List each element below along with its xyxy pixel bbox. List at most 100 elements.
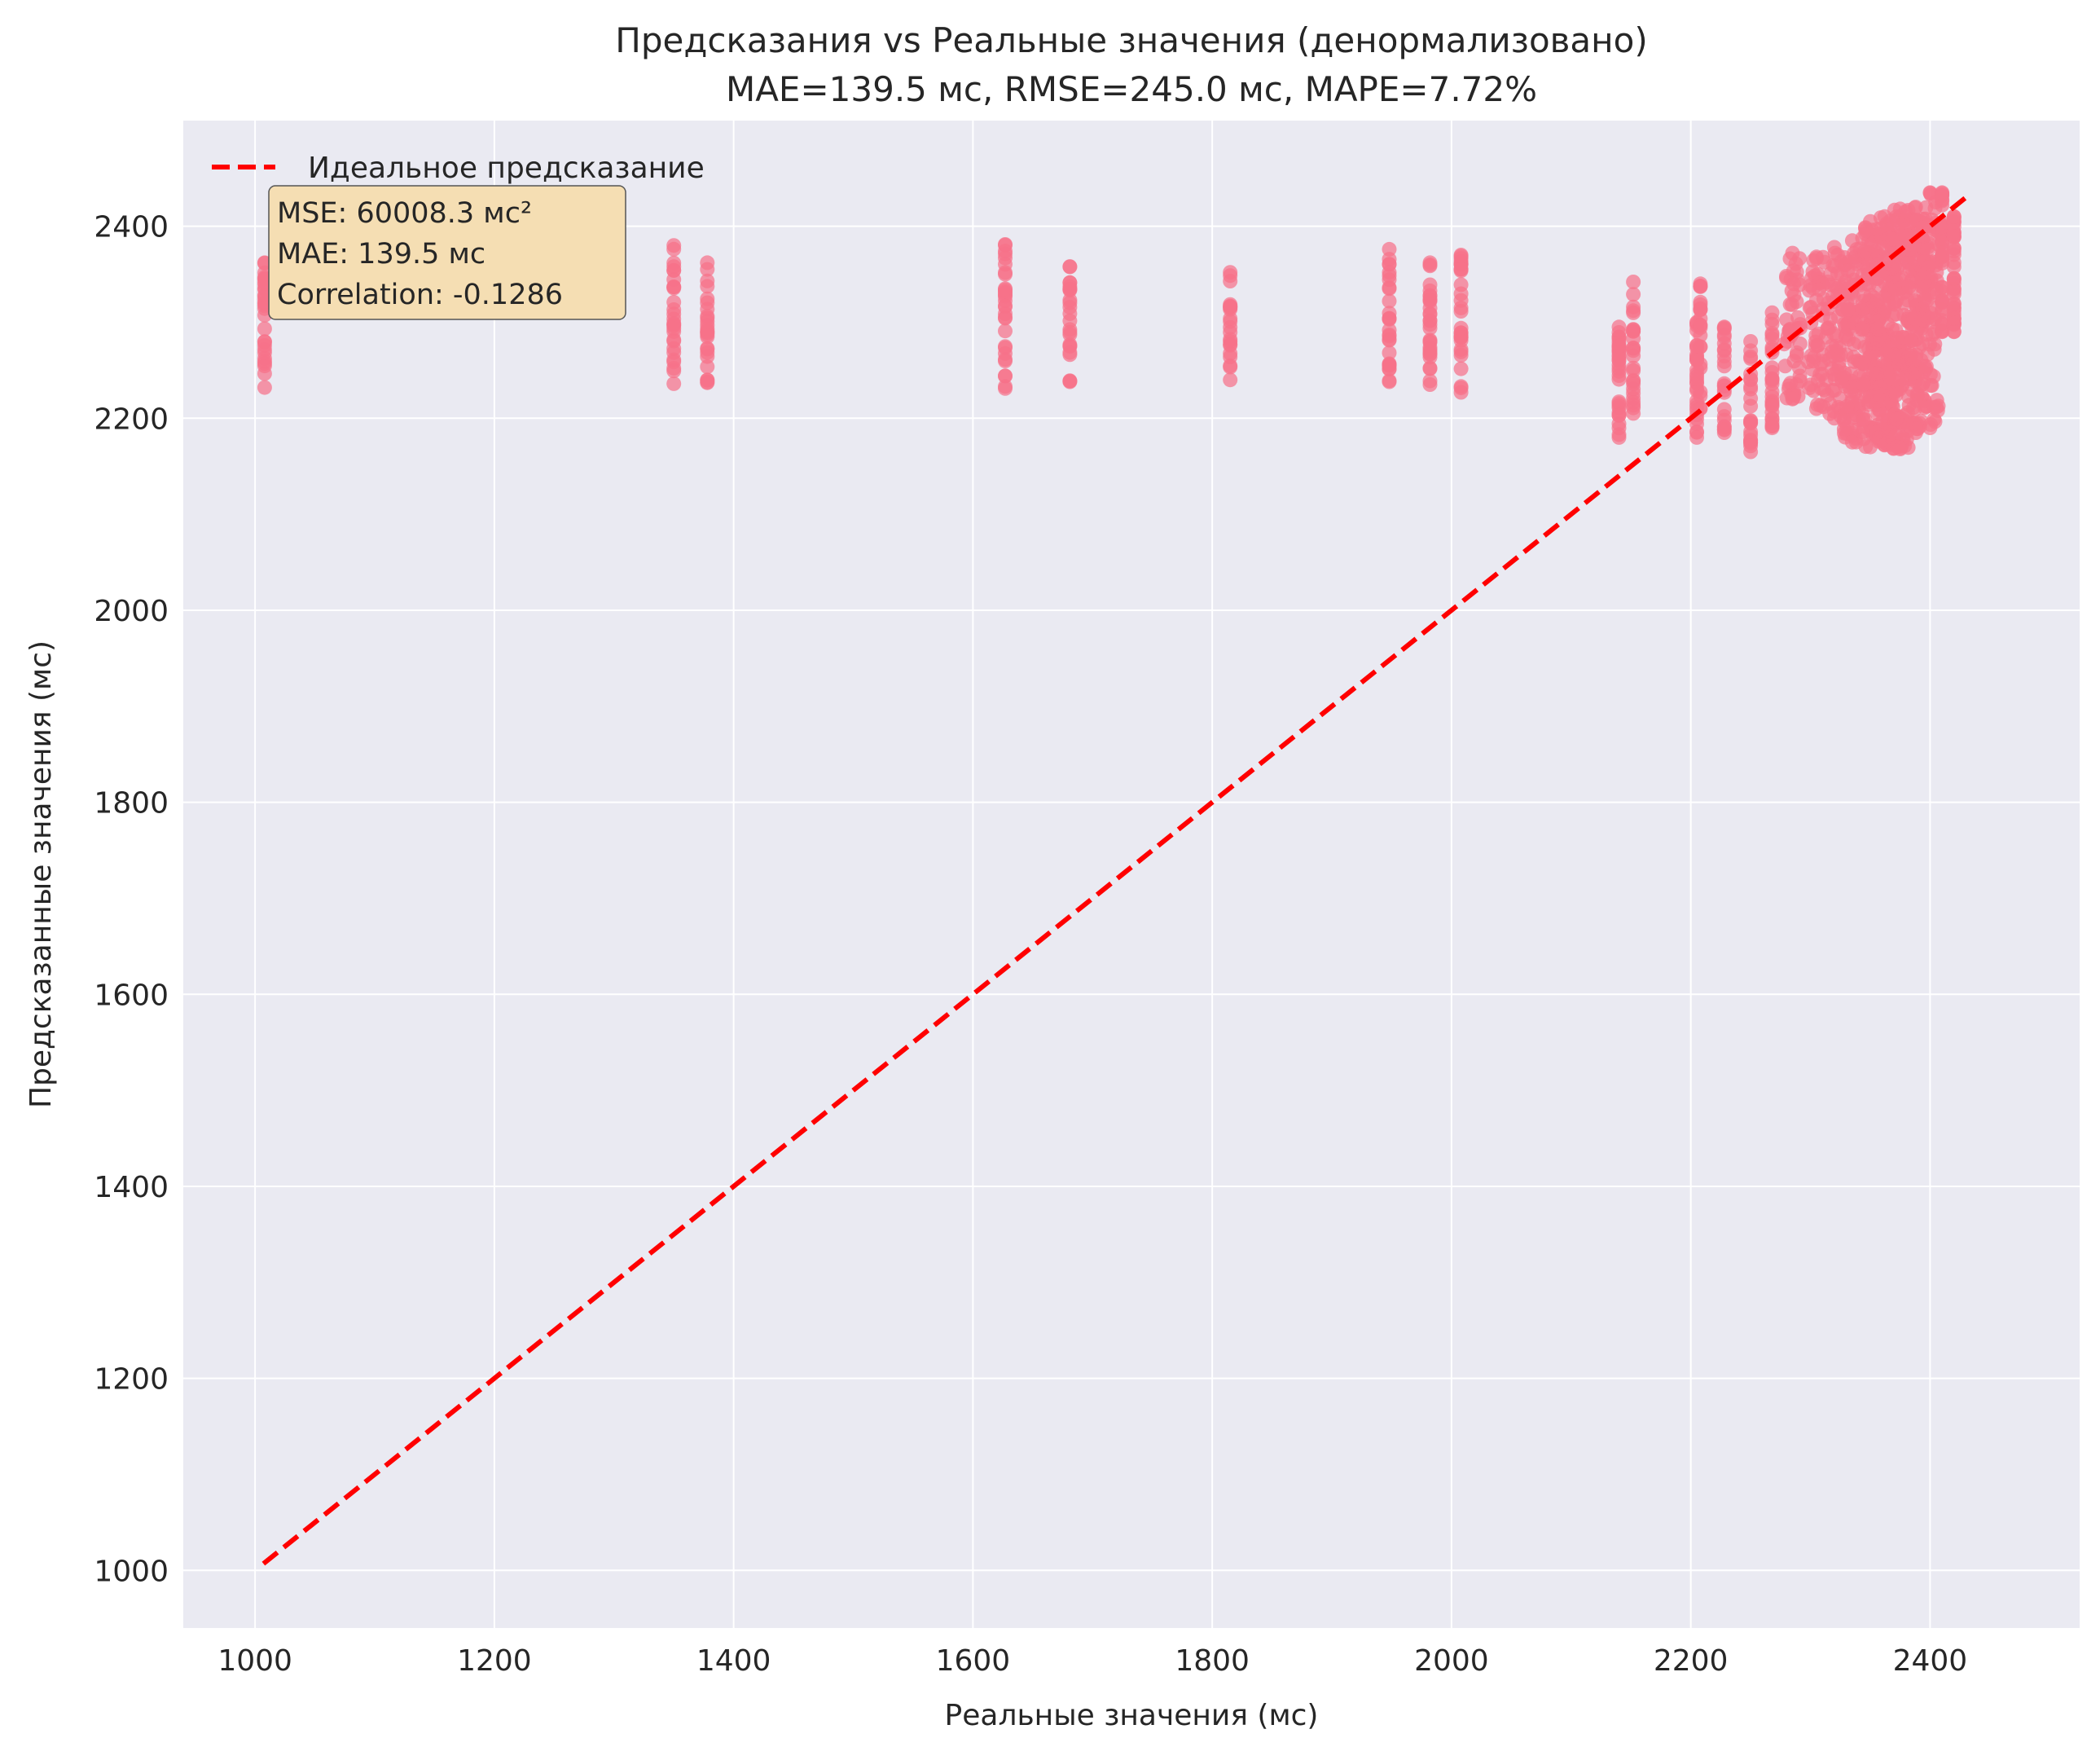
- scatter-point: [1223, 265, 1238, 280]
- scatter-point: [1843, 384, 1859, 399]
- scatter-point: [1716, 402, 1732, 417]
- scatter-point: [1823, 266, 1839, 281]
- scatter-point: [1885, 231, 1900, 247]
- scatter-point: [1611, 352, 1627, 367]
- scatter-point: [1693, 339, 1708, 354]
- scatter-point: [1626, 390, 1641, 406]
- scatter-point: [1916, 270, 1931, 284]
- scatter-point: [1903, 332, 1918, 348]
- scatter-point: [1901, 279, 1917, 295]
- x-tick-label: 1400: [696, 1644, 771, 1678]
- x-tick-labels: 1000 1200 1400 1600 1800 2000 2200 2400: [217, 1644, 1967, 1678]
- scatter-point: [1808, 338, 1823, 354]
- scatter-point: [666, 294, 682, 310]
- scatter-point: [700, 273, 715, 288]
- scatter-point: [998, 310, 1013, 325]
- scatter-point: [1946, 324, 1962, 340]
- scatter-point: [1839, 398, 1855, 414]
- scatter-point: [1908, 425, 1923, 440]
- scatter-point: [1716, 425, 1732, 440]
- scatter-point: [1689, 372, 1704, 387]
- chart-subtitle: MAE=139.5 мс, RMSE=245.0 мс, MAPE=7.72%: [726, 69, 1537, 109]
- scatter-point: [700, 359, 715, 375]
- scatter-point: [1783, 376, 1799, 391]
- scatter-point: [1626, 287, 1641, 302]
- scatter-point: [1062, 295, 1078, 310]
- scatter-point: [1453, 344, 1469, 359]
- scatter-point: [1422, 377, 1438, 392]
- scatter-point: [1693, 301, 1708, 317]
- scatter-point: [1422, 361, 1438, 376]
- scatter-point: [998, 345, 1013, 361]
- scatter-point: [1382, 293, 1397, 309]
- scatter-point: [1901, 398, 1917, 413]
- scatter-point: [1626, 406, 1641, 421]
- scatter-point: [1922, 420, 1938, 436]
- scatter-point: [1626, 299, 1641, 315]
- scatter-point: [1611, 372, 1627, 387]
- scatter-point: [1716, 319, 1732, 335]
- scatter-point: [666, 321, 682, 337]
- scatter-point: [700, 375, 715, 390]
- scatter-point: [1743, 444, 1759, 460]
- scatter-point: [1223, 314, 1238, 329]
- scatter-point: [1902, 242, 1918, 257]
- scatter-point: [1764, 398, 1780, 414]
- y-tick-label: 1200: [94, 1363, 169, 1397]
- scatter-point: [1382, 257, 1397, 272]
- scatter-point: [1382, 281, 1397, 297]
- scatter-point: [1922, 287, 1937, 302]
- scatter-point: [1626, 323, 1641, 339]
- scatter-point: [257, 321, 272, 337]
- x-tick-label: 2200: [1654, 1644, 1729, 1678]
- scatter-point: [1422, 306, 1438, 322]
- scatter-point: [1422, 320, 1438, 336]
- stats-line-mae: MAE: 139.5 мс: [277, 238, 485, 271]
- scatter-point: [1785, 245, 1800, 261]
- scatter-point: [1870, 337, 1886, 351]
- chart-title: Предсказания vs Реальные значения (денор…: [615, 20, 1647, 60]
- scatter-point: [1840, 263, 1856, 279]
- scatter-point: [1223, 359, 1238, 375]
- scatter-point: [998, 281, 1013, 297]
- scatter-point: [1800, 354, 1816, 370]
- scatter-point: [1935, 197, 1950, 213]
- scatter-point: [1922, 185, 1938, 200]
- scatter-point: [1789, 294, 1804, 310]
- scatter-point: [1062, 275, 1078, 290]
- scatter-point: [1920, 242, 1935, 257]
- scatter-point: [1808, 249, 1824, 265]
- scatter-point: [1693, 357, 1708, 372]
- x-axis-label: Реальные значения (мс): [945, 1699, 1319, 1732]
- scatter-point: [700, 314, 715, 329]
- scatter-point: [1914, 311, 1930, 327]
- scatter-point: [1626, 372, 1641, 388]
- scatter-point: [1453, 361, 1469, 376]
- scatter-point: [1716, 359, 1732, 374]
- scatter-point: [1873, 379, 1888, 394]
- scatter-point: [1904, 366, 1920, 381]
- y-axis-label: Предсказанные значения (мс): [24, 640, 58, 1108]
- scatter-point: [1935, 245, 1950, 261]
- y-tick-label: 2200: [94, 403, 169, 436]
- scatter-point: [1935, 324, 1950, 340]
- scatter-point: [1223, 297, 1238, 312]
- scatter-point: [1611, 394, 1627, 410]
- scatter-point: [1693, 385, 1708, 399]
- scatter-point: [1693, 318, 1708, 333]
- scatter-point: [1764, 360, 1780, 376]
- scatter-point: [1946, 281, 1962, 297]
- y-tick-label: 1600: [94, 979, 169, 1012]
- scatter-point: [1924, 378, 1940, 394]
- scatter-point: [1062, 374, 1078, 389]
- scatter-point: [1062, 324, 1078, 340]
- scatter-point: [1841, 332, 1856, 347]
- scatter-point: [1901, 348, 1917, 363]
- scatter-point: [1935, 294, 1950, 310]
- stats-line-mse: MSE: 60008.3 мс²: [277, 197, 532, 230]
- scatter-point: [1626, 275, 1641, 289]
- scatter-point: [1689, 429, 1704, 445]
- scatter-point: [1453, 262, 1469, 277]
